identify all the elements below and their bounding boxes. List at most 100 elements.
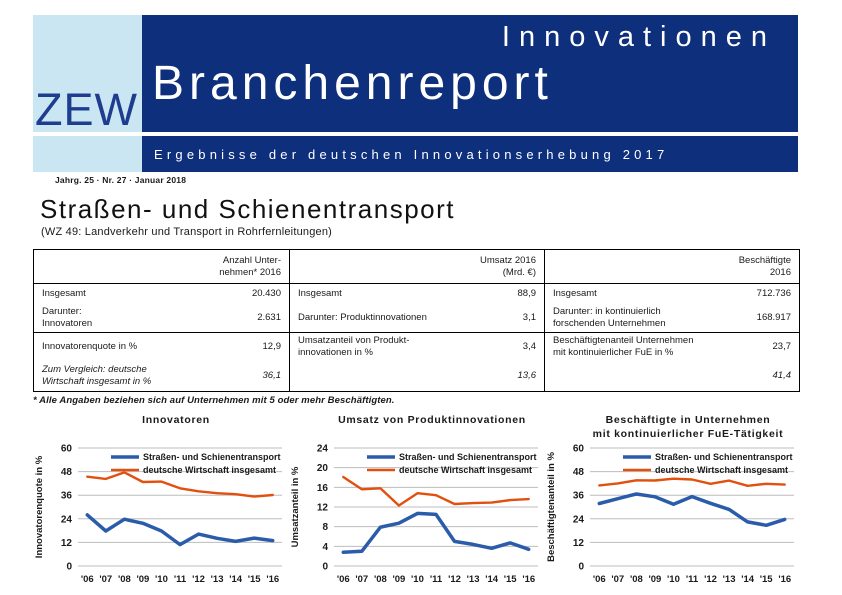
masthead-subtitle-band: Ergebnisse der deutschen Innovationserhe… — [142, 136, 798, 172]
row-label: Zum Vergleich: deutsche Wirtschaft insge… — [42, 363, 152, 387]
x-tick-label: '16 — [266, 574, 279, 585]
y-tick-label: 4 — [322, 542, 328, 553]
row-label: Darunter: in kontinuierlich forschenden … — [553, 305, 666, 329]
y-tick-label: 60 — [61, 444, 73, 455]
y-tick-label: 12 — [317, 503, 329, 514]
chart-canvas: 0 12 24 36 48 60 '06 '07 '08 '09 '10 '11 '12 '13 '14 '1… — [546, 444, 794, 585]
y-axis-label: Beschäftigtenanteil in % — [546, 452, 557, 562]
x-tick-label: '16 — [522, 574, 535, 585]
table-row: Darunter: in kontinuierlich forschenden … — [545, 303, 799, 332]
table-row: Zum Vergleich: deutsche Wirtschaft insge… — [34, 360, 289, 391]
x-tick-label: '15 — [760, 574, 774, 585]
footnote: * Alle Angaben beziehen sich auf Unterne… — [33, 395, 395, 406]
row-value: 3,1 — [522, 312, 536, 323]
chart-title: Beschäftigte in Unternehmen mit kontinui… — [592, 414, 784, 441]
row-value: 712.736 — [756, 288, 791, 299]
series-line-0 — [597, 492, 787, 528]
x-tick-label: '08 — [118, 574, 131, 585]
x-tick-label: '14 — [741, 574, 755, 585]
chart-title: Umsatz von Produktinnovationen — [338, 414, 526, 426]
table-row: Darunter: Innovatoren 2.631 — [34, 303, 289, 332]
x-tick-label: '16 — [778, 574, 791, 585]
x-tick-label: '10 — [411, 574, 424, 585]
x-tick-label: '09 — [648, 574, 661, 585]
row-value: 3,4 — [522, 341, 536, 352]
y-tick-label: 48 — [573, 467, 585, 478]
legend-entry: deutsche Wirtschaft insgesamt — [367, 465, 532, 475]
masthead-divider — [33, 132, 798, 136]
y-tick-label: 20 — [317, 463, 329, 474]
table-row: Beschäftigtenanteil Unternehmen mit kont… — [545, 332, 799, 360]
column-header: Beschäftigte 2016 — [545, 250, 799, 284]
legend-label: deutsche Wirtschaft insgesamt — [655, 465, 788, 475]
y-tick-label: 36 — [573, 491, 585, 502]
column-header: Umsatz 2016 (Mrd. €) — [290, 250, 544, 284]
legend-label: Straßen- und Schienentransport — [655, 452, 793, 462]
row-label: Insgesamt — [42, 287, 86, 299]
y-axis-label: Innovatorenquote in % — [34, 455, 45, 558]
row-label: Insgesamt — [298, 287, 342, 299]
x-tick-label: '11 — [430, 574, 443, 585]
row-value: 168.917 — [756, 312, 791, 323]
zew-logo-lower-band — [33, 136, 142, 172]
row-value: 36,1 — [262, 370, 282, 381]
column-header: Anzahl Unter- nehmen* 2016 — [34, 250, 289, 284]
table-row: Insgesamt 712.736 — [545, 284, 799, 303]
series-line-1 — [342, 475, 530, 507]
x-tick-label: '12 — [192, 574, 205, 585]
y-tick-label: 12 — [61, 538, 73, 549]
row-value: 41,4 — [772, 370, 792, 381]
table-row: Umsatzanteil von Produkt- innovationen i… — [290, 332, 544, 360]
row-label: Darunter: Produktinnovationen — [298, 311, 427, 323]
stats-table: Anzahl Unter- nehmen* 2016 Insgesamt 20.4… — [33, 249, 800, 392]
y-tick-label: 12 — [573, 538, 585, 549]
x-tick-label: '14 — [229, 574, 243, 585]
y-tick-label: 48 — [61, 467, 73, 478]
masthead-title-branchenreport: Branchenreport — [152, 57, 553, 111]
series-line-0 — [85, 513, 275, 547]
chart-innovatoren: Innovatoren 0 12 24 36 48 60 '06 '07 '08 '09 '10 '11… — [33, 411, 289, 594]
x-tick-label: '11 — [686, 574, 699, 585]
x-tick-label: '10 — [667, 574, 680, 585]
y-tick-label: 24 — [61, 514, 73, 525]
x-tick-label: '15 — [248, 574, 262, 585]
table-group-body: Insgesamt 88,9 Darunter: Produktinnovation… — [290, 284, 544, 391]
y-tick-label: 0 — [578, 562, 584, 573]
x-tick-label: '14 — [485, 574, 499, 585]
table-row: Innovatorenquote in % 12,9 — [34, 332, 289, 360]
x-tick-label: '07 — [99, 574, 112, 585]
zew-logo: ZEW — [33, 15, 142, 132]
x-tick-label: '13 — [467, 574, 480, 585]
row-label: Beschäftigtenanteil Unternehmen mit kont… — [553, 334, 694, 358]
row-value: 23,7 — [772, 341, 792, 352]
x-tick-label: '08 — [374, 574, 387, 585]
series-line-0 — [341, 511, 531, 554]
chart-canvas: 0 12 24 36 48 60 '06 '07 '08 '09 '10 '11 '12 '13 '14 '1… — [34, 444, 282, 585]
row-value: 13,6 — [517, 370, 537, 381]
chart-title: Innovatoren — [142, 414, 210, 426]
x-tick-label: '11 — [174, 574, 187, 585]
row-label: Darunter: Innovatoren — [42, 305, 93, 329]
zew-logo-text: ZEW — [35, 83, 138, 135]
y-tick-label: 36 — [61, 491, 73, 502]
x-tick-label: '09 — [392, 574, 405, 585]
row-value: 2.631 — [257, 312, 281, 323]
x-tick-label: '12 — [704, 574, 717, 585]
page-subtitle: (WZ 49: Landverkehr und Transport in Roh… — [41, 226, 333, 238]
legend-label: Straßen- und Schienentransport — [399, 452, 537, 462]
table-group-body: Insgesamt 712.736 Darunter: in kontinuierl… — [545, 284, 799, 391]
masthead-subtitle: Ergebnisse der deutschen Innovationserhe… — [154, 146, 669, 162]
table-row: Darunter: Produktinnovationen 3,1 — [290, 303, 544, 332]
y-tick-label: 16 — [317, 483, 329, 494]
x-tick-label: '08 — [630, 574, 643, 585]
row-label: Umsatzanteil von Produkt- innovationen i… — [298, 334, 410, 358]
table-row: 13,6 — [290, 360, 544, 391]
legend-entry: Straßen- und Schienentransport — [623, 452, 793, 462]
x-tick-label: '07 — [611, 574, 624, 585]
y-tick-label: 24 — [573, 514, 585, 525]
row-value: 88,9 — [517, 288, 537, 299]
table-row: Insgesamt 88,9 — [290, 284, 544, 303]
x-tick-label: '06 — [81, 574, 94, 585]
x-tick-label: '10 — [155, 574, 168, 585]
table-row: Insgesamt 20.430 — [34, 284, 289, 303]
